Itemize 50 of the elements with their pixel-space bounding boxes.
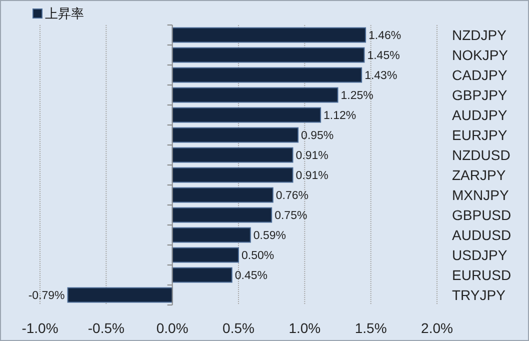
x-tick-label: -1.0% xyxy=(22,320,58,336)
bar xyxy=(172,27,366,43)
data-label: 1.46% xyxy=(368,30,402,42)
y-tick-label: NZDUSD xyxy=(452,147,510,163)
bar xyxy=(172,67,362,83)
data-label: 0.75% xyxy=(274,210,308,222)
data-label: 0.95% xyxy=(301,130,334,142)
legend-label: 上昇率 xyxy=(45,6,84,21)
x-tick-label: 1.0% xyxy=(288,320,321,336)
y-tick-label: GBPUSD xyxy=(452,207,512,223)
data-label: 0.59% xyxy=(253,230,286,242)
bar xyxy=(172,167,294,183)
y-tick-label: NOKJPY xyxy=(452,47,509,63)
data-label: 0.50% xyxy=(242,250,274,262)
bar xyxy=(172,87,338,103)
bar xyxy=(172,147,294,163)
data-label: 0.91% xyxy=(296,150,328,162)
x-tick-label: 0.0% xyxy=(156,320,188,336)
y-tick-label: GBPJPY xyxy=(452,87,508,103)
data-label: 1.12% xyxy=(324,110,356,122)
bar xyxy=(172,227,251,243)
y-tick-label: MXNJPY xyxy=(452,187,510,203)
y-tick-label: ZARJPY xyxy=(452,167,506,183)
x-tick-label: 0.5% xyxy=(222,320,254,336)
bar xyxy=(172,47,365,63)
data-label: 1.25% xyxy=(340,90,374,102)
bar xyxy=(67,287,173,303)
y-tick-label: TRYJPY xyxy=(452,287,506,303)
y-tick-label: EURUSD xyxy=(452,267,512,283)
bar xyxy=(172,187,274,203)
data-label: 1.45% xyxy=(367,50,400,62)
y-tick-label: AUDUSD xyxy=(452,227,512,243)
data-label: 0.45% xyxy=(234,270,268,282)
x-tick-label: 2.0% xyxy=(421,320,453,336)
bar xyxy=(172,247,239,263)
y-tick-label: EURJPY xyxy=(452,127,508,143)
y-tick-label: AUDJPY xyxy=(452,107,508,123)
data-label: 1.43% xyxy=(364,70,398,82)
x-tick-label: 1.5% xyxy=(354,320,387,336)
data-label: 0.76% xyxy=(276,190,309,202)
y-tick-label: CADJPY xyxy=(452,67,508,83)
y-tick-label: NZDJPY xyxy=(452,27,508,43)
data-label: 0.91% xyxy=(296,170,328,182)
bar xyxy=(172,127,299,143)
bar xyxy=(172,267,232,283)
y-tick-label: USDJPY xyxy=(452,247,508,263)
bar xyxy=(172,107,322,123)
data-label: -0.79% xyxy=(28,290,65,302)
x-tick-label: -0.5% xyxy=(88,320,124,336)
bar xyxy=(172,207,272,223)
